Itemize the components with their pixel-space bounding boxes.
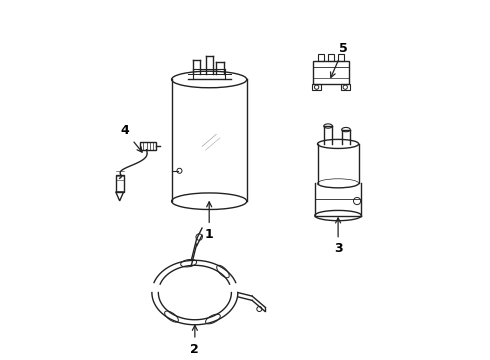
Bar [341, 84, 349, 90]
Text: 4: 4 [121, 125, 142, 152]
Text: 5: 5 [331, 42, 348, 77]
Text: 1: 1 [205, 202, 214, 241]
Bar [328, 54, 334, 61]
Bar [338, 54, 344, 61]
Bar [318, 54, 324, 61]
Bar [116, 175, 123, 192]
Bar [312, 84, 321, 90]
Text: 3: 3 [334, 218, 343, 255]
Bar [140, 142, 156, 150]
Bar [313, 61, 349, 84]
Text: 2: 2 [191, 325, 199, 356]
